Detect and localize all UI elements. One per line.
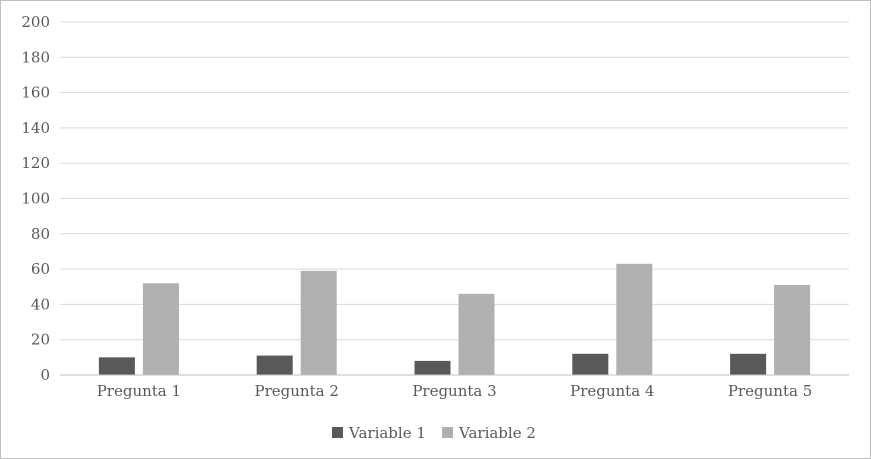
- bars: [98, 263, 811, 375]
- bar-variable-1-pregunta-1: [98, 357, 135, 375]
- legend-label: Variable 1: [348, 424, 426, 442]
- legend: Variable 1 Variable 2: [332, 424, 536, 442]
- y-tick-label: 0: [40, 366, 50, 384]
- bar-variable-1-pregunta-4: [572, 353, 609, 375]
- bar-variable-2-pregunta-2: [300, 270, 337, 375]
- y-tick-label: 180: [21, 48, 50, 66]
- y-tick-label: 160: [21, 84, 50, 102]
- x-axis-labels: Pregunta 1 Pregunta 2 Pregunta 3 Pregunta 4…: [97, 382, 813, 400]
- y-tick-label: 20: [31, 331, 50, 349]
- y-tick-label: 100: [21, 190, 50, 208]
- bar-variable-2-pregunta-1: [142, 283, 179, 375]
- bar-variable-1-pregunta-2: [256, 355, 293, 375]
- y-tick-label: 60: [31, 260, 50, 278]
- x-category-label: Pregunta 2: [255, 382, 339, 400]
- gridlines: [60, 21, 849, 341]
- y-tick-label: 80: [31, 225, 50, 243]
- x-category-label: Pregunta 4: [570, 382, 654, 400]
- bar-variable-2-pregunta-4: [616, 263, 653, 375]
- x-category-label: Pregunta 1: [97, 382, 181, 400]
- bar-variable-2-pregunta-5: [774, 284, 811, 375]
- y-tick-label: 40: [31, 295, 50, 313]
- x-category-label: Pregunta 3: [412, 382, 496, 400]
- legend-swatch-variable-2: [442, 427, 453, 438]
- x-category-label: Pregunta 5: [728, 382, 812, 400]
- y-tick-label: 140: [21, 119, 50, 137]
- legend-swatch-variable-1: [332, 427, 343, 438]
- y-tick-label: 120: [21, 154, 50, 172]
- y-axis-ticks: 0 20 40 60 80 100 120 140 160 180 200: [21, 13, 50, 384]
- legend-label: Variable 2: [458, 424, 536, 442]
- bar-variable-2-pregunta-3: [458, 293, 495, 375]
- y-tick-label: 200: [21, 13, 50, 31]
- bar-variable-1-pregunta-5: [730, 353, 767, 375]
- bar-variable-1-pregunta-3: [414, 360, 451, 375]
